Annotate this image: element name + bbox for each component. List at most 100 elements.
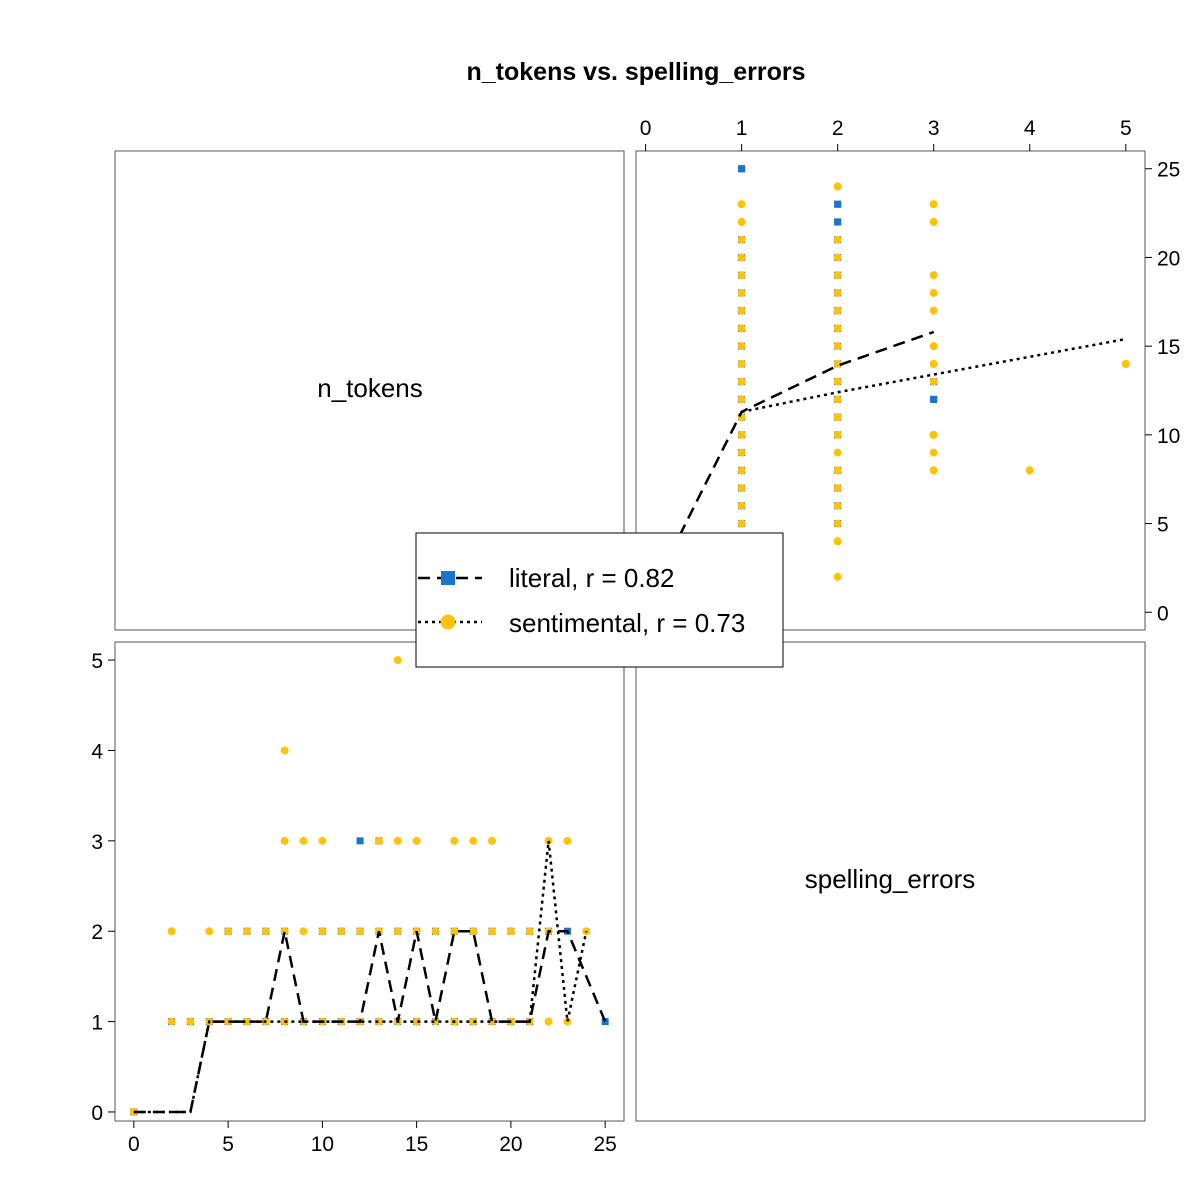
point-sentimental (450, 927, 459, 936)
smooth-line-literal (133, 929, 607, 1114)
diag-label-n-tokens: n_tokens (317, 373, 423, 403)
legend-marker-literal (441, 571, 455, 585)
tick-label-right: 10 (1157, 425, 1180, 448)
point-sentimental (563, 1017, 572, 1026)
point-sentimental (242, 927, 251, 936)
smooth-line-upper-sentimental (741, 337, 1127, 414)
point-upper-sentimental (833, 448, 842, 457)
point-sentimental (506, 927, 515, 936)
tick-label-left: 0 (91, 1102, 103, 1125)
point-upper-sentimental (737, 271, 746, 280)
point-upper-sentimental (833, 182, 842, 191)
panel-upper (635, 150, 1146, 631)
point-sentimental (525, 927, 534, 936)
tick-label-left: 3 (91, 831, 103, 854)
point-upper-sentimental (833, 395, 842, 404)
tick-label-right: 5 (1157, 514, 1169, 537)
point-upper-sentimental (833, 342, 842, 351)
point-upper-sentimental (929, 448, 938, 457)
point-upper-sentimental (929, 342, 938, 351)
point-sentimental (242, 1017, 251, 1026)
point-upper-literal (834, 218, 842, 226)
point-upper-sentimental (929, 217, 938, 226)
point-sentimental (412, 836, 421, 845)
point-upper-literal (834, 200, 842, 208)
point-upper-sentimental (833, 430, 842, 439)
tick-label-left: 5 (91, 650, 103, 673)
panel-diag-spelling-errors (635, 641, 1146, 1122)
point-upper-sentimental (929, 359, 938, 368)
point-literal (356, 837, 364, 845)
point-sentimental (563, 836, 572, 845)
point-upper-sentimental (737, 217, 746, 226)
point-sentimental (488, 1017, 497, 1026)
point-sentimental (167, 1017, 176, 1026)
tick-label-bottom: 20 (499, 1133, 522, 1156)
point-sentimental (488, 927, 497, 936)
point-sentimental (224, 1017, 233, 1026)
point-upper-sentimental (833, 537, 842, 546)
tick-label-bottom: 25 (593, 1133, 616, 1156)
tick-label-right: 0 (1157, 602, 1169, 625)
panel-lower (114, 641, 625, 1122)
point-sentimental (374, 1017, 383, 1026)
upper-panel-marks (641, 165, 1130, 617)
point-upper-sentimental (833, 271, 842, 280)
point-upper-sentimental (737, 253, 746, 262)
point-sentimental (318, 927, 327, 936)
legend: literal, r = 0.82 sentimental, r = 0.73 (415, 532, 784, 668)
tick-label-right: 20 (1157, 247, 1180, 270)
point-upper-sentimental (833, 519, 842, 528)
point-upper-sentimental (833, 253, 842, 262)
tick-labels: 0 5 10 15 20 25 0 1 2 3 4 5 0 1 2 3 4 5 0 5 10 15 20 25 (91, 117, 1180, 1156)
legend-label-sentimental: sentimental, r = 0.73 (509, 608, 745, 638)
point-upper-sentimental (737, 430, 746, 439)
point-upper-sentimental (833, 324, 842, 333)
smooth-line-upper-literal (644, 330, 935, 604)
point-sentimental (469, 1017, 478, 1026)
point-upper-sentimental (833, 306, 842, 315)
point-upper-sentimental (737, 501, 746, 510)
tick-label-right: 25 (1157, 159, 1180, 182)
point-sentimental (469, 927, 478, 936)
point-upper-sentimental (737, 359, 746, 368)
point-upper-sentimental (929, 377, 938, 386)
tick-label-bottom: 10 (311, 1133, 334, 1156)
point-sentimental (261, 927, 270, 936)
point-upper-sentimental (929, 306, 938, 315)
point-upper-sentimental (833, 359, 842, 368)
point-upper-literal (930, 395, 938, 403)
tick-label-right: 15 (1157, 336, 1180, 359)
point-upper-sentimental (833, 235, 842, 244)
point-upper-sentimental (929, 200, 938, 209)
point-upper-sentimental (833, 501, 842, 510)
point-sentimental (469, 836, 478, 845)
point-sentimental (393, 836, 402, 845)
panels: n_tokens spelling_errors (114, 150, 1146, 1122)
point-upper-sentimental (737, 466, 746, 475)
point-upper-sentimental (737, 484, 746, 493)
tick-label-left: 4 (91, 740, 103, 763)
point-upper-sentimental (737, 395, 746, 404)
point-sentimental (318, 836, 327, 845)
tick-label-top: 3 (928, 117, 940, 140)
point-upper-sentimental (833, 572, 842, 581)
point-upper-sentimental (929, 430, 938, 439)
point-upper-sentimental (737, 342, 746, 351)
point-upper-sentimental (737, 448, 746, 457)
panel-diag-n-tokens (114, 150, 625, 631)
tick-label-top: 5 (1120, 117, 1132, 140)
point-sentimental (393, 927, 402, 936)
tick-label-left: 1 (91, 1012, 103, 1035)
point-sentimental (356, 927, 365, 936)
point-upper-sentimental (929, 466, 938, 475)
point-upper-sentimental (737, 519, 746, 528)
point-sentimental (167, 927, 176, 936)
tick-label-bottom: 5 (222, 1133, 234, 1156)
point-sentimental (450, 836, 459, 845)
point-upper-sentimental (833, 413, 842, 422)
tick-label-bottom: 0 (128, 1133, 140, 1156)
point-sentimental (374, 836, 383, 845)
point-sentimental (299, 927, 308, 936)
